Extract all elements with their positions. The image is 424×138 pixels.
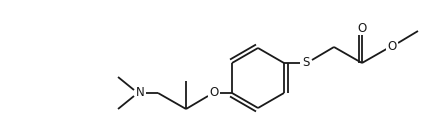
- Text: O: O: [209, 87, 219, 99]
- Text: O: O: [388, 40, 396, 54]
- Text: O: O: [357, 22, 367, 34]
- Text: S: S: [302, 56, 310, 70]
- Text: N: N: [136, 87, 145, 99]
